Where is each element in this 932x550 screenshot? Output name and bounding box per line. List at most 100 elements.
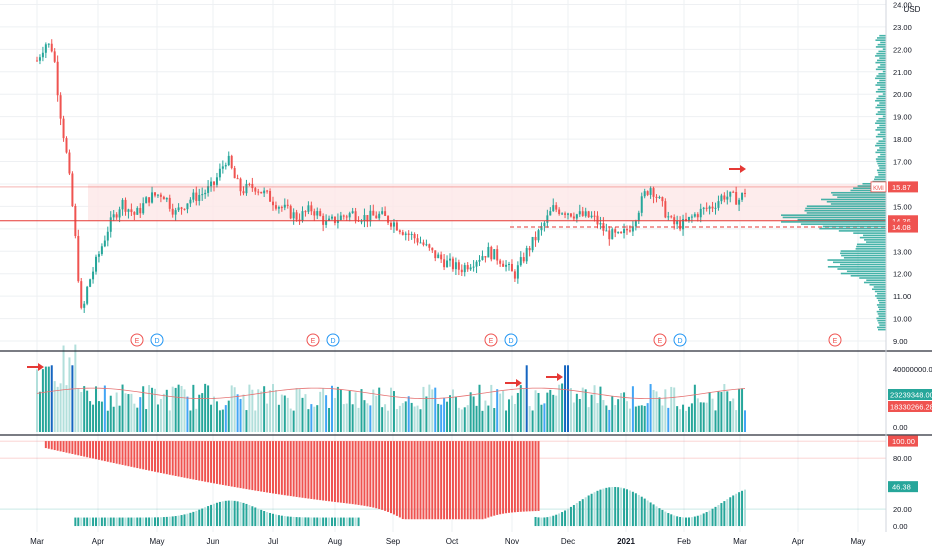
profile-bar (877, 126, 886, 129)
volume-bar (699, 402, 702, 432)
candle-body (578, 211, 581, 215)
profile-bar (882, 48, 886, 50)
volume-bar (336, 386, 339, 432)
candle-body (534, 236, 537, 241)
volume-bar (213, 396, 215, 432)
candle-body (224, 165, 227, 167)
osc-bar-red (215, 441, 218, 484)
osc-bar-green (348, 517, 351, 527)
candle-body (103, 240, 106, 247)
volume-bar (83, 386, 86, 432)
candle-body (83, 303, 86, 308)
osc-bar-red (342, 441, 345, 504)
candle-body (531, 236, 534, 251)
osc-bar-green (732, 495, 735, 527)
volume-bar (540, 404, 543, 432)
osc-bar-red (139, 441, 142, 469)
pane-separators (0, 0, 932, 532)
osc-bar-red (198, 441, 201, 481)
osc-bar-red (493, 441, 496, 516)
volume-bar (142, 386, 145, 432)
candle-body (667, 216, 670, 218)
candle-body (508, 263, 510, 265)
candle-body (195, 192, 198, 201)
time-tick-label: Feb (677, 537, 691, 546)
volume-bar (673, 387, 676, 432)
profile-bar (837, 196, 886, 199)
osc-bar-green (558, 513, 561, 527)
osc-bar-red (519, 441, 522, 512)
profile-bar (876, 120, 886, 122)
osc-bar-green (679, 516, 682, 527)
profile-bar (853, 187, 886, 190)
osc-bar-red (525, 441, 528, 512)
volume-bar (714, 410, 717, 432)
osc-bar-green (578, 501, 581, 527)
candle-body (174, 210, 177, 215)
candle-body (136, 207, 139, 215)
volume-bar (398, 405, 401, 432)
volume-bar (522, 388, 525, 432)
volume-bar (608, 409, 611, 432)
volume-bar (77, 388, 80, 432)
volume-bar (513, 403, 516, 432)
volume-bar (103, 385, 106, 432)
profile-bar (837, 268, 886, 270)
candle-body (154, 192, 156, 196)
candle-body (233, 168, 236, 179)
volume-bar (510, 395, 513, 432)
time-axis: Mar Apr May Jun Jul Aug Sep Oct Nov Dec 2021 Feb Mar… (30, 537, 865, 546)
osc-bar-green (587, 495, 590, 527)
volume-bar (682, 404, 685, 432)
annotation-arrows (27, 165, 746, 387)
candle-body (298, 219, 301, 221)
candle-body (319, 211, 322, 216)
osc-bar-red (384, 441, 387, 511)
osc-bar-red (118, 441, 121, 465)
osc-bar-green (301, 517, 304, 527)
volume-bar (599, 386, 602, 432)
candle-body (375, 215, 378, 219)
candle-body (416, 238, 419, 243)
volume-bar (204, 383, 207, 432)
volume-bar (466, 405, 469, 432)
volume-bar (242, 394, 245, 432)
time-tick-label: Dec (561, 537, 575, 546)
osc-bar-red (369, 441, 372, 507)
osc-bar-green (584, 497, 587, 527)
osc-bar-red (522, 441, 525, 512)
candle-body (407, 233, 410, 235)
candle-body (207, 186, 210, 193)
osc-bar-green (690, 517, 693, 527)
osc-bar-red (331, 441, 333, 502)
osc-bar-green (605, 487, 608, 527)
osc-bar-red (378, 441, 381, 510)
volume-bar (664, 389, 667, 432)
candle-body (313, 211, 316, 216)
volume-bar (133, 403, 136, 432)
osc-bar-red (363, 441, 366, 506)
volume-bar (53, 381, 56, 432)
candle-body (260, 191, 263, 194)
volume-bar (546, 392, 549, 432)
volume-bar (286, 397, 289, 432)
osc-bar-red (269, 441, 272, 493)
osc-bar-green (130, 517, 133, 527)
profile-bar (876, 75, 886, 77)
volume-bar (401, 403, 404, 432)
osc-bar-red (322, 441, 325, 501)
candle-body (47, 43, 50, 45)
candle-body (127, 209, 130, 212)
osc-bar-green (319, 517, 322, 527)
osc-bar-green (599, 489, 602, 527)
volume-bar (95, 386, 97, 432)
candle-body (646, 191, 649, 195)
candle-body (552, 205, 555, 212)
profile-bar (880, 41, 886, 44)
candle-body (213, 181, 215, 185)
candle-body (584, 211, 587, 216)
candle-body (227, 155, 230, 166)
volume-bar (313, 406, 316, 432)
volume-bar (475, 405, 478, 432)
